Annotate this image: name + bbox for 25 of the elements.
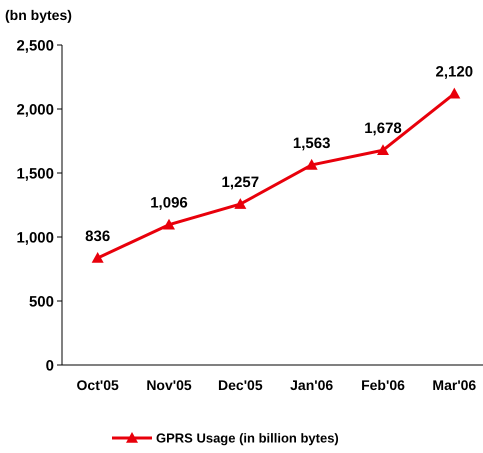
data-label: 1,257 [222, 174, 260, 192]
y-tick-label: 1,000 [16, 229, 54, 246]
y-tick-label: 2,500 [16, 37, 54, 54]
data-label: 836 [85, 228, 110, 245]
point [377, 144, 389, 156]
x-tick-label: Jan'06 [290, 377, 334, 393]
point [306, 158, 318, 170]
point [234, 198, 246, 209]
x-tick-label: Dec'05 [218, 377, 263, 393]
y-tick-label: 0 [46, 357, 54, 374]
point [163, 218, 175, 230]
x-tick-label: Feb'06 [361, 377, 406, 393]
data-label: 1,096 [150, 194, 188, 212]
legend-label: GPRS Usage (in billion bytes) [156, 430, 339, 446]
y-axis-title: (bn bytes) [5, 7, 72, 23]
data-label: 1,563 [292, 134, 330, 152]
y-tick-label: 1,500 [16, 165, 54, 182]
data-label: 1,678 [364, 120, 402, 138]
x-tick-label: Mar'06 [432, 377, 476, 393]
x-tick-label: Nov'05 [146, 377, 192, 393]
y-tick-label: 2,000 [16, 101, 54, 118]
point [92, 252, 104, 263]
y-tick-label: 500 [28, 293, 54, 310]
x-tick-label: Oct'05 [76, 377, 119, 393]
data-label: 2,120 [436, 64, 474, 81]
